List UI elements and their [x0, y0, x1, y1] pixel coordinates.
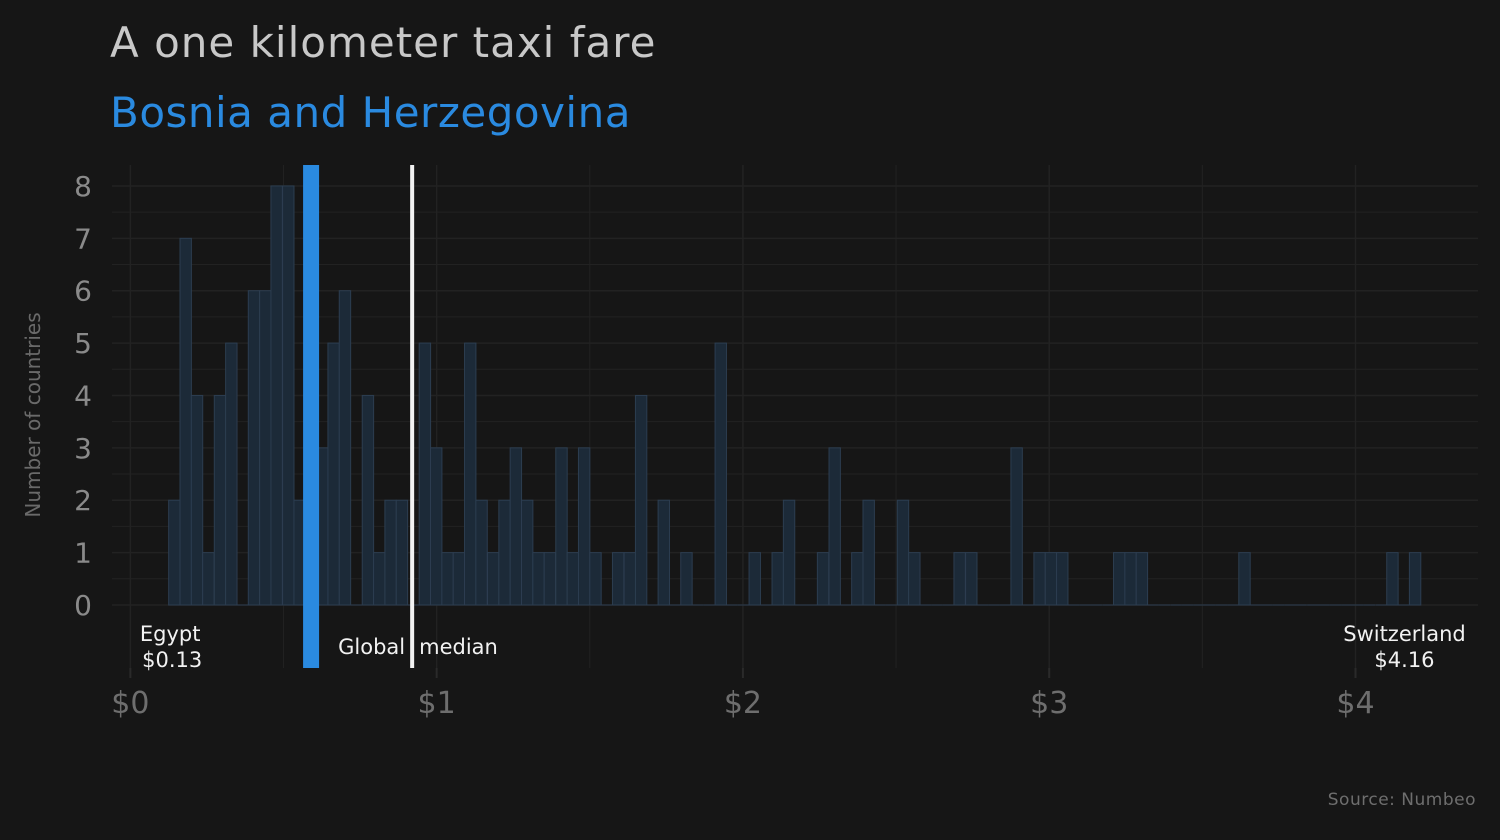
histogram-bar — [373, 552, 386, 606]
histogram-bar — [1238, 552, 1251, 606]
chart-title: A one kilometer taxi fare — [110, 18, 657, 67]
histogram-bar — [634, 394, 648, 606]
histogram-bar — [179, 237, 192, 606]
global-median-line — [410, 165, 415, 668]
histogram-bar — [202, 552, 215, 606]
histogram-bar — [1124, 552, 1137, 606]
reference-lines — [303, 165, 415, 668]
histogram-bar — [828, 447, 841, 606]
axes: 0 1 2 3 4 5 6 7 8 Number of countries $0 $1 $2 $3 $4 — [21, 170, 1375, 721]
x-tick-label: $1 — [418, 686, 456, 721]
histogram-bar — [509, 447, 523, 606]
histogram-bar — [338, 290, 352, 606]
histogram-bar — [190, 394, 204, 606]
histogram-bars — [168, 185, 1422, 606]
y-tick-label: 0 — [74, 589, 92, 622]
histogram-bar — [418, 342, 432, 606]
histogram-bar — [1113, 552, 1126, 606]
histogram-bar — [395, 499, 409, 606]
y-tick-label: 2 — [74, 484, 92, 517]
max-country-name: Switzerland — [1343, 622, 1466, 646]
histogram-bar — [543, 552, 557, 606]
histogram-bar — [1010, 447, 1023, 606]
histogram-bar — [1408, 552, 1422, 606]
x-tick-label: $3 — [1030, 686, 1068, 721]
histogram-bar — [213, 394, 227, 606]
y-tick-label: 8 — [74, 170, 92, 203]
histogram-bar — [225, 342, 238, 606]
histogram-bar — [532, 552, 545, 606]
histogram-bar — [475, 499, 488, 606]
x-tick-label: $4 — [1336, 686, 1374, 721]
histogram-bar — [1056, 552, 1069, 606]
histogram-bar — [327, 342, 340, 606]
histogram-bar — [555, 447, 568, 606]
min-country-value: $0.13 — [142, 648, 202, 672]
histogram-bar — [862, 499, 875, 606]
y-axis-label: Number of countries — [21, 312, 45, 517]
histogram-bar — [441, 552, 454, 606]
histogram-bar — [657, 499, 670, 606]
histogram-bar — [520, 499, 534, 606]
histogram-bar — [1033, 552, 1046, 606]
x-tick-label: $2 — [724, 686, 762, 721]
annotations: Egypt$0.13 Switzerland$4.16 Global median — [140, 622, 1466, 672]
histogram-bar — [1044, 552, 1058, 606]
histogram-bar — [577, 447, 591, 606]
histogram-bar — [430, 447, 443, 606]
histogram-bar — [851, 552, 864, 606]
histogram-bar — [623, 552, 636, 606]
histogram-bar — [361, 394, 375, 606]
histogram-bar — [771, 552, 784, 606]
histogram-bar — [896, 499, 910, 606]
y-tick-label: 7 — [74, 222, 92, 255]
histogram-bar — [566, 552, 580, 606]
histogram-bar — [965, 552, 978, 606]
histogram-bar — [953, 552, 966, 606]
y-tick-label: 1 — [74, 537, 92, 570]
y-tick-label: 5 — [74, 327, 92, 360]
y-tick-label: 3 — [74, 432, 92, 465]
median-label-right: median — [419, 635, 498, 659]
highlight-country-bar — [303, 165, 320, 668]
histogram-bar — [259, 290, 272, 606]
histogram-bar — [486, 552, 500, 606]
histogram-bar — [816, 552, 830, 606]
histogram-bar — [908, 552, 921, 606]
min-country-name: Egypt — [140, 622, 201, 646]
histogram-bar — [611, 552, 625, 606]
max-country-value: $4.16 — [1374, 648, 1434, 672]
histogram-bar — [464, 342, 477, 606]
histogram-bar — [247, 290, 261, 606]
histogram-bar — [714, 342, 727, 606]
median-label-left: Global — [338, 635, 405, 659]
histogram-bar — [589, 552, 602, 606]
y-tick-label: 4 — [74, 379, 92, 412]
histogram-bar — [498, 499, 511, 606]
histogram-bar — [282, 185, 295, 606]
y-tick-label: 6 — [74, 275, 92, 308]
histogram-bar — [782, 499, 796, 606]
x-tick-label: $0 — [111, 686, 149, 721]
histogram-bar — [452, 552, 466, 606]
histogram-bar — [1135, 552, 1149, 606]
histogram-bar — [168, 499, 181, 606]
histogram-bar — [384, 499, 397, 606]
chart-subtitle: Bosnia and Herzegovina — [110, 88, 631, 137]
histogram-bar — [748, 552, 761, 606]
histogram-bar — [270, 185, 283, 606]
source-note: Source: Numbeo — [1327, 790, 1476, 810]
histogram-bar — [680, 552, 693, 606]
histogram-bar — [1386, 552, 1399, 606]
